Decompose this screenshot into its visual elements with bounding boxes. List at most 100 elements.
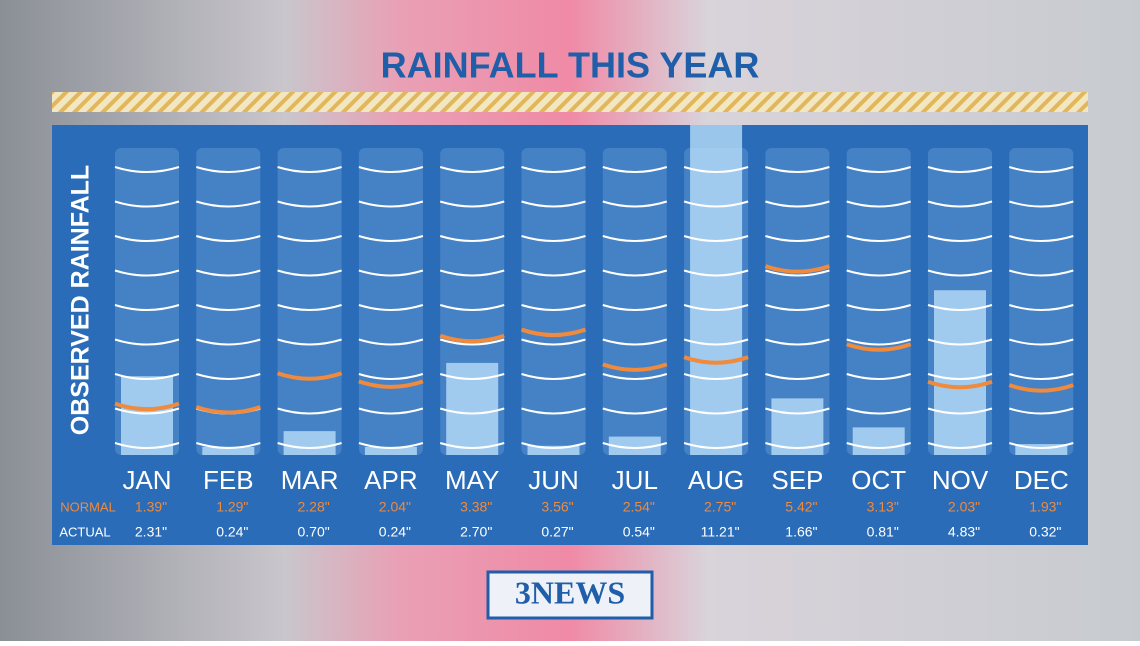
gauge-ring [439,269,505,277]
x-tick-label: JUL [612,465,658,495]
normal-label: 2.04" [379,499,411,515]
gauge-ring [196,166,261,173]
normal-label: 2.03" [948,499,980,515]
gauge-ring [927,373,993,380]
actual-bar [1015,444,1068,455]
actual-label: 0.24" [216,524,248,540]
gauge-ring [683,407,749,415]
actual-label: 2.70" [460,524,492,540]
gauge-ring [114,407,180,415]
gauge-ring [846,200,911,208]
gauge-ring [439,407,505,415]
gauge-tube [846,148,911,455]
gauge-ring [114,235,180,242]
normal-marker [764,264,831,274]
x-tick-label: FEB [203,465,254,495]
gauge-ring [927,235,993,242]
actual-label: 0.70" [297,524,329,540]
gauge-tube [521,148,586,455]
gauge-ring [277,407,342,415]
gauge-ring [1009,269,1074,277]
gauge-ring [521,304,586,311]
gauge-ring [765,442,830,449]
actual-label: 0.81" [867,524,899,540]
normal-marker [195,405,261,415]
gauge-ring [765,200,830,208]
x-tick-label: NOV [932,465,989,495]
gauge-ring [765,269,830,277]
gauge-ring [846,373,911,380]
actual-bar [364,446,417,455]
gauge-ring [196,269,261,277]
gauge-tube [1009,148,1074,455]
actual-label: 0.32" [1029,524,1061,540]
gauge-ring [196,338,261,346]
gauge-ring [846,442,911,449]
normal-marker [358,379,424,389]
gauge-ring [521,200,586,208]
gauge-ring [358,235,424,242]
gauge-ring [114,373,180,380]
gauge-ring [114,269,180,277]
gauge-ring [1009,166,1074,173]
gauge-ring [521,269,586,277]
gauge-ring [358,269,424,277]
gauge-ring [277,200,342,208]
normal-marker [520,327,587,337]
gauge-ring [927,269,993,277]
actual-bar [527,445,580,455]
gauge-ring [358,373,424,380]
gauge-ring [521,338,586,346]
gauge-ring [114,442,180,449]
gauge-ring [927,442,993,449]
gauge-ring [521,407,586,415]
gauge-ring [358,407,424,415]
actual-bar [934,290,986,455]
actual-label: 0.24" [379,524,411,540]
legend-normal: NORMAL [60,499,116,514]
actual-label: 4.83" [948,524,980,540]
gauge-ring [765,338,830,346]
gauge-ring [358,442,424,449]
logo-box [486,570,654,620]
gauge-ring [602,200,668,208]
x-tick-label: AUG [688,465,744,495]
gauge-ring [927,338,993,346]
gauge-ring [683,166,749,173]
gauge-ring [196,373,261,380]
gauge-ring [927,166,993,173]
normal-label: 1.39" [135,499,167,515]
gauge-ring [765,407,830,415]
gauge-ring [439,166,505,173]
normal-label: 3.13" [867,499,899,515]
gauge-ring [683,304,749,311]
gauge-ring [683,442,749,449]
gauge-ring [602,373,668,380]
gauge-ring [521,166,586,173]
gauge-ring [114,338,180,346]
gauge-ring [602,338,668,346]
actual-label: 11.21" [701,524,740,540]
gauge-ring [1009,338,1074,346]
gauge-ring [1009,304,1074,311]
actual-bar [608,436,661,455]
gauge-ring [846,166,911,173]
gauge-ring [1009,442,1074,449]
x-tick-label: MAY [445,465,499,495]
actual-bar [283,431,336,455]
gauge-ring [765,235,830,242]
actual-bar [202,446,255,455]
normal-label: 2.75" [704,499,736,515]
x-tick-label: JUN [528,465,579,495]
gauge-tube [358,148,423,455]
x-tick-label: APR [364,465,417,495]
chart-title: RAINFALL THIS YEAR [381,45,760,86]
gauge-ring [927,304,993,311]
legend-actual: ACTUAL [59,524,110,539]
actual-label: 2.31" [135,524,167,540]
normal-marker [439,333,505,344]
gauge-ring [683,235,749,242]
gauge-ring [196,304,261,311]
gauge-ring [277,269,342,277]
